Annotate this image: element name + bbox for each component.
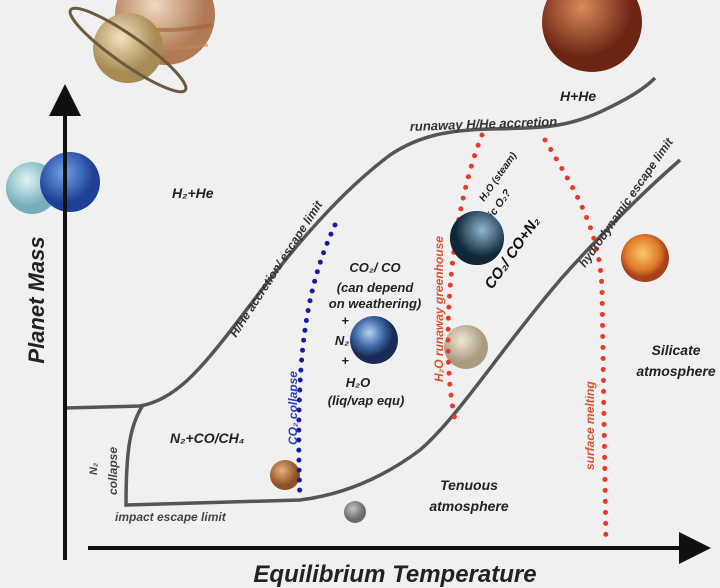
earth-image xyxy=(350,316,398,364)
plus-label-1: + xyxy=(341,313,349,328)
plus-label-2: + xyxy=(341,353,349,368)
weathering-label-2: on weathering) xyxy=(329,296,421,311)
co2-co-label: CO₂/ CO xyxy=(349,260,400,275)
surface-melting-line xyxy=(542,137,609,548)
h2he-top-label: H+He xyxy=(560,88,596,104)
n2-label: N₂ xyxy=(335,333,349,348)
co2-collapse-label: CO₂ collapse xyxy=(286,371,300,445)
n2-collapse-label-1: N₂ xyxy=(88,463,100,475)
lava-planet-image xyxy=(621,234,669,282)
hot-planet-image xyxy=(542,0,642,72)
silicate-label-2: atmosphere xyxy=(636,363,716,379)
tenuous-label-2: atmosphere xyxy=(429,498,509,514)
mars-image xyxy=(270,460,300,490)
h2o-label: H₂O xyxy=(346,375,370,390)
silicate-label-1: Silicate xyxy=(651,342,700,358)
h2o-greenhouse-label: H₂O runaway greenhouse xyxy=(432,236,446,382)
neptune-image xyxy=(40,152,100,212)
tenuous-label-1: Tenuous xyxy=(440,477,498,493)
runaway-label: runaway H/He accretion xyxy=(410,114,558,134)
saturn-image xyxy=(68,6,188,94)
hhe-escape-label: H/He accretion/ escape limit xyxy=(227,197,326,339)
venus-image xyxy=(444,325,488,369)
lower-boundary xyxy=(124,158,682,507)
y-axis-label: Planet Mass xyxy=(24,236,49,363)
liqvap-label: (liq/vap equ) xyxy=(328,393,405,408)
water-world-overlay xyxy=(450,211,504,265)
mercury-image xyxy=(344,501,366,523)
weathering-label-1: (can depend xyxy=(337,280,415,295)
h2he-left-label: H₂+He xyxy=(172,185,214,201)
h2o-greenhouse-line xyxy=(445,132,485,423)
hhe-accretion-boundary xyxy=(64,76,657,410)
x-axis-label: Equilibrium Temperature xyxy=(253,561,536,588)
surface-melting-label: surface melting xyxy=(583,381,597,470)
n2-collapse-label-2: collapse xyxy=(106,447,120,495)
n2-co-ch4-label: N₂+CO/CH₄ xyxy=(170,430,244,446)
impact-escape-label: impact escape limit xyxy=(115,510,227,524)
co2-collapse-line xyxy=(296,222,338,503)
